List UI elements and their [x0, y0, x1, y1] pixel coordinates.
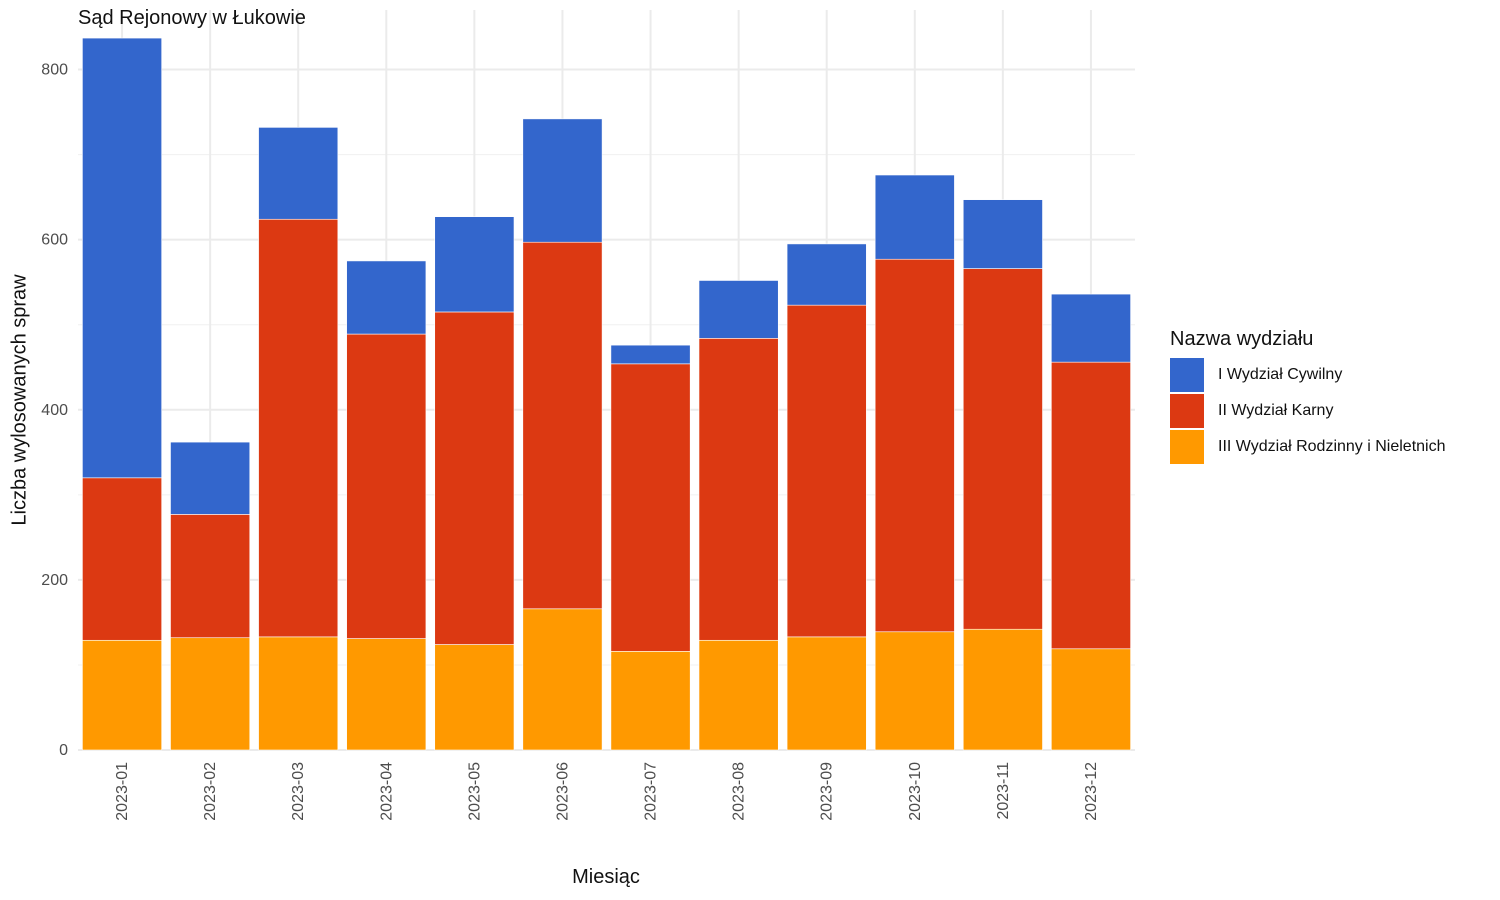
- bar-segment: [962, 268, 1043, 630]
- bar-segment: [434, 311, 515, 645]
- bar-segment: [610, 651, 691, 751]
- bar-segment: [786, 243, 867, 306]
- legend-label: III Wydział Rodzinny i Nieletnich: [1218, 438, 1446, 455]
- bar-segment: [1051, 648, 1131, 751]
- bar-segment: [170, 637, 251, 751]
- x-tick-label: 2023-01: [114, 762, 131, 821]
- y-tick-label: 0: [59, 742, 68, 759]
- bar-segment: [82, 639, 162, 751]
- x-tick-label: 2023-10: [907, 762, 924, 821]
- bar-segment: [258, 218, 339, 638]
- legend-label: II Wydział Karny: [1218, 402, 1334, 419]
- legend-label: I Wydział Cywilny: [1218, 366, 1343, 383]
- x-tick-label: 2023-08: [731, 762, 748, 821]
- bar-segment: [698, 338, 779, 641]
- bar-segment: [874, 258, 955, 633]
- x-tick-label: 2023-11: [995, 762, 1012, 820]
- bar-segment: [82, 37, 162, 479]
- x-tick-label: 2023-09: [819, 762, 836, 821]
- bar-segment: [346, 333, 427, 639]
- bar-segment: [962, 628, 1043, 751]
- x-tick-label: 2023-12: [1083, 762, 1100, 821]
- legend-item-karny: II Wydział Karny: [1170, 393, 1446, 429]
- bar-segment: [610, 363, 691, 652]
- legend-swatch: [1170, 358, 1204, 392]
- bar-segment: [522, 608, 603, 751]
- bar-segment: [874, 631, 955, 751]
- y-tick-label: 200: [41, 572, 68, 589]
- bar-segment: [1051, 293, 1131, 363]
- bar-segment: [610, 344, 691, 365]
- bar-segment: [346, 260, 427, 335]
- x-tick-label: 2023-07: [643, 762, 660, 821]
- legend-item-rodzinny: III Wydział Rodzinny i Nieletnich: [1170, 429, 1446, 465]
- bar-segment: [434, 644, 515, 751]
- x-tick-label: 2023-06: [554, 762, 571, 821]
- x-axis-label: Miesiąc: [572, 866, 640, 888]
- bar-segment: [1051, 361, 1131, 650]
- legend-swatch: [1170, 430, 1204, 464]
- bar-segment: [786, 636, 867, 751]
- bar-segment: [170, 441, 251, 515]
- bar-segment: [522, 241, 603, 610]
- legend-item-cywilny: I Wydział Cywilny: [1170, 357, 1446, 393]
- legend-title: Nazwa wydziału: [1170, 328, 1314, 350]
- bar-segment: [346, 638, 427, 751]
- y-tick-label: 800: [41, 62, 68, 79]
- bar-segment: [698, 639, 779, 751]
- bar-segment: [874, 174, 955, 260]
- bar-segment: [962, 199, 1043, 269]
- bar-segment: [170, 514, 251, 639]
- bar-segment: [786, 304, 867, 638]
- x-tick-label: 2023-03: [290, 762, 307, 821]
- legend-swatch: [1170, 394, 1204, 428]
- y-tick-label: 400: [41, 402, 68, 419]
- bar-segment: [258, 127, 339, 220]
- x-tick-label: 2023-02: [202, 762, 219, 821]
- chart-title: Sąd Rejonowy w Łukowie: [78, 7, 306, 29]
- bar-segment: [698, 280, 779, 339]
- bar-segment: [82, 477, 162, 641]
- y-tick-label: 600: [41, 232, 68, 249]
- x-tick-label: 2023-05: [466, 762, 483, 821]
- bar-segment: [522, 118, 603, 243]
- x-tick-label: 2023-04: [378, 762, 395, 821]
- bar-segment: [434, 216, 515, 313]
- y-axis-label: Liczba wylosowanych spraw: [8, 274, 31, 526]
- legend: Nazwa wydziału I Wydział Cywilny II Wydz…: [1170, 328, 1446, 465]
- bar-segment: [258, 636, 339, 751]
